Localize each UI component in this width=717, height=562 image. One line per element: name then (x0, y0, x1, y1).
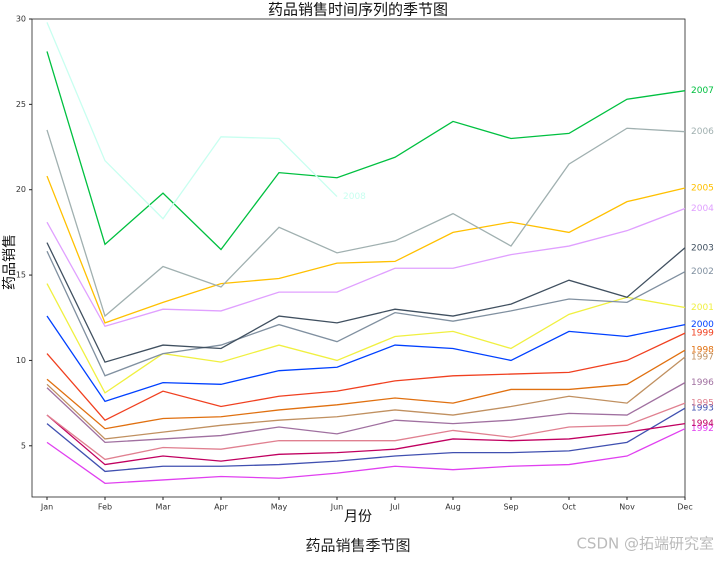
series-label: 1993 (691, 404, 714, 414)
x-tick-label: Aug (445, 503, 461, 512)
series-label: 1999 (691, 329, 714, 339)
y-tick-label: 15 (16, 271, 26, 280)
series-line (46, 207, 686, 328)
x-tick-label: Nov (619, 503, 635, 512)
series-line (46, 283, 686, 394)
series-label: 2008 (343, 192, 366, 202)
series-label: 1992 (691, 424, 714, 434)
series-line (46, 127, 686, 318)
x-tick-label: Dec (677, 503, 692, 512)
series-line (46, 428, 686, 485)
series-line (46, 250, 686, 377)
series-line (46, 414, 686, 466)
y-tick-label: 10 (16, 356, 26, 365)
y-tick-label: 30 (16, 15, 26, 24)
series-label: 1995 (691, 399, 714, 409)
x-tick-label: Jan (40, 503, 53, 512)
series-line (46, 51, 686, 251)
y-axis-label: 药品销售 (2, 234, 18, 290)
x-tick-label: Apr (214, 503, 229, 512)
y-tick-label: 20 (16, 185, 26, 194)
series-label: 1997 (691, 353, 714, 363)
series-label: 2005 (691, 184, 714, 194)
y-tick-label: 5 (21, 441, 26, 450)
caption: 药品销售季节图 (305, 537, 410, 555)
series-label: 2001 (691, 303, 714, 313)
series-line (46, 175, 686, 324)
series-line (46, 407, 686, 473)
series-label: 2004 (691, 204, 714, 214)
x-tick-label: Feb (98, 503, 112, 512)
series-label: 2000 (691, 320, 714, 330)
watermark: CSDN @拓端研究室 (576, 535, 714, 553)
series-label: 1996 (691, 378, 714, 388)
y-tick-label: 25 (16, 100, 26, 109)
series-line (46, 22, 338, 220)
x-tick-label: Jul (389, 503, 400, 512)
series-label: 2006 (691, 127, 714, 137)
chart-title: 药品销售时间序列的季节图 (268, 1, 448, 19)
x-axis-label: 月份 (344, 509, 372, 525)
series-line (46, 402, 686, 461)
series-line (46, 356, 686, 440)
x-tick-label: Oct (562, 503, 576, 512)
series-label: 1994 (691, 419, 714, 429)
x-tick-label: Sep (503, 503, 518, 512)
series-label: 2003 (691, 243, 714, 253)
series-line (46, 315, 686, 403)
series-label: 2007 (691, 86, 714, 96)
series-line (46, 242, 686, 363)
series-label: 2002 (691, 267, 714, 277)
x-tick-label: Jun (330, 503, 344, 512)
series-line (46, 349, 686, 430)
series-line (46, 382, 686, 444)
series-label: 1998 (691, 346, 714, 356)
x-tick-label: Mar (155, 503, 171, 512)
series-line (46, 332, 686, 421)
x-tick-label: May (271, 503, 288, 512)
plot-frame (31, 18, 686, 498)
